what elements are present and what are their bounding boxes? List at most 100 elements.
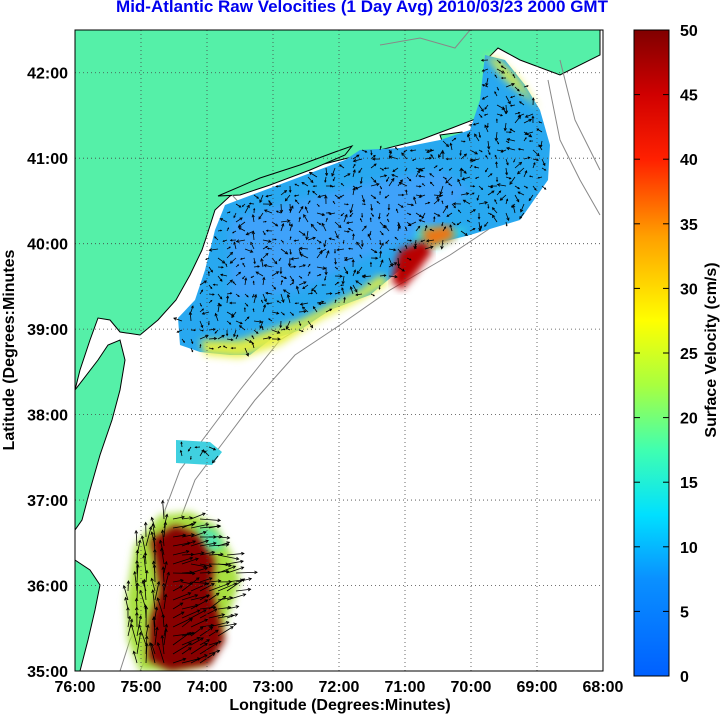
velocity-arrowhead [154, 606, 159, 611]
velocity-arrowhead [495, 179, 499, 183]
velocity-arrowhead [214, 236, 217, 239]
velocity-arrow [430, 154, 435, 160]
velocity-arrowhead [326, 250, 330, 254]
velocity-arrow [217, 614, 234, 619]
velocity-arrow [343, 297, 346, 304]
velocity-arrowhead [279, 209, 284, 214]
velocity-arrowhead [220, 229, 223, 232]
velocity-arrow [190, 643, 208, 655]
velocity-arrowhead [379, 145, 382, 148]
velocity-arrowhead [463, 170, 467, 174]
velocity-arrow [460, 230, 468, 236]
velocity-arrowhead [451, 190, 454, 193]
velocity-arrowhead [246, 316, 250, 319]
velocity-arrow [199, 652, 216, 664]
velocity-arrowhead [148, 641, 153, 646]
velocity-arrowhead [246, 295, 249, 298]
velocity-arrowhead [312, 185, 315, 188]
velocity-arrow [162, 500, 165, 520]
velocity-arrowhead [189, 618, 193, 622]
velocity-arrowhead [394, 146, 397, 149]
velocity-arrowhead [233, 582, 238, 586]
velocity-arrowhead [334, 299, 337, 302]
velocity-arrowhead [191, 533, 195, 537]
velocity-arrow [145, 526, 152, 547]
velocity-arrow [226, 593, 246, 601]
velocity-arrow [172, 534, 186, 538]
velocity-arrowhead [191, 350, 194, 353]
velocity-arrow [199, 583, 215, 592]
velocity-arrowhead [212, 447, 217, 451]
velocity-arrowhead [356, 154, 360, 158]
y-tick-label: 37:00 [27, 493, 68, 510]
velocity-arrow [325, 293, 332, 295]
velocity-arrow [172, 524, 194, 529]
colorbar-tick-label: 50 [680, 23, 698, 40]
velocity-arrowhead [179, 602, 184, 606]
velocity-arrowhead [248, 202, 252, 205]
velocity-arrowhead [349, 285, 353, 290]
velocity-arrowhead [426, 150, 430, 154]
velocity-arrow [524, 131, 534, 135]
velocity-arrowhead [395, 208, 398, 211]
velocity-arrow [523, 170, 528, 178]
velocity-arrow [352, 169, 356, 178]
velocity-arrowhead [293, 239, 297, 242]
velocity-arrowhead [284, 251, 289, 255]
velocity-arrowhead [191, 341, 194, 345]
velocity-arrow [449, 224, 453, 232]
velocity-arrow [329, 237, 336, 241]
velocity-arrowhead [310, 179, 314, 184]
velocity-arrowhead [337, 291, 341, 294]
velocity-arrow [484, 221, 489, 227]
colorbar-tick-label: 30 [680, 281, 698, 298]
velocity-arrowhead [150, 531, 154, 536]
velocity-arrow [370, 194, 376, 199]
velocity-arrowhead [250, 241, 254, 245]
velocity-arrow [181, 581, 193, 585]
velocity-arrow [519, 212, 525, 219]
velocity-arrowhead [189, 516, 193, 520]
velocity-arrowhead [234, 613, 239, 617]
velocity-arrow [478, 104, 484, 112]
velocity-arrowhead [433, 216, 436, 219]
velocity-arrowhead [276, 311, 280, 315]
velocity-arrowhead [205, 258, 208, 260]
velocity-arrowhead [164, 623, 168, 628]
velocity-arrowhead [526, 85, 529, 88]
velocity-arrow [259, 194, 264, 203]
velocity-arrowhead [444, 177, 447, 180]
velocity-arrowhead [318, 247, 321, 250]
velocity-arrowhead [340, 182, 343, 185]
velocity-arrowhead [400, 205, 404, 208]
velocity-arrowhead [518, 93, 522, 97]
velocity-arrow [233, 242, 237, 250]
velocity-arrowhead [155, 626, 159, 631]
velocity-arrowhead [409, 149, 413, 152]
velocity-arrow [252, 214, 255, 223]
velocity-arrow [208, 338, 217, 340]
x-tick-label: 68:00 [583, 679, 624, 696]
velocity-arrowhead [536, 158, 540, 162]
velocity-arrow [540, 140, 543, 147]
velocity-arrow [181, 609, 200, 619]
velocity-arrowhead [352, 187, 356, 191]
velocity-arrow [181, 540, 196, 547]
velocity-arrowhead [229, 251, 234, 256]
velocity-arrowhead [301, 181, 305, 185]
velocity-arrow [217, 554, 239, 560]
velocity-arrowhead [203, 450, 207, 454]
velocity-arrow [143, 579, 147, 601]
velocity-arrowhead [211, 583, 215, 587]
velocity-arrowhead [150, 577, 154, 582]
velocity-arrow [252, 342, 255, 349]
y-axis-label: Latitude (Degrees:Minutes [1, 249, 18, 450]
velocity-arrowhead [394, 236, 397, 239]
velocity-arrow [296, 286, 300, 295]
velocity-arrow [226, 311, 234, 317]
x-tick-labels: 76:00 75:00 74:00 73:00 72:00 71:00 70:00 69:00… [55, 679, 624, 696]
velocity-arrow [355, 293, 363, 296]
velocity-arrow [532, 158, 539, 161]
velocity-arrowhead [233, 215, 236, 219]
velocity-arrow [172, 632, 191, 646]
